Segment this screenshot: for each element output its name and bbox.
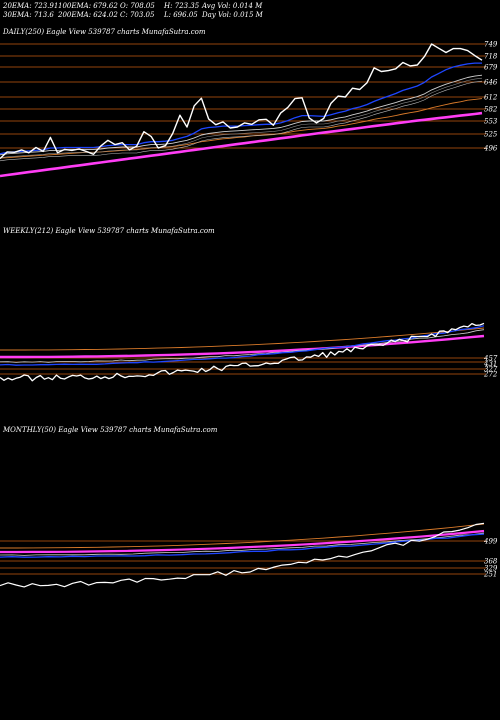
daily-tick-label: 582 <box>484 106 498 114</box>
weekly-panel-title: WEEKLY(212) Eagle View 539787 charts Mun… <box>3 227 215 235</box>
monthly-ema200-line <box>0 529 485 554</box>
daily-ema20-line <box>0 62 482 155</box>
weekly-price-line <box>0 322 485 382</box>
ema200-value: 200EMA: 624.02 <box>58 11 118 19</box>
daily-price-line <box>0 43 483 160</box>
daily-tick-label: 718 <box>484 53 498 61</box>
daily-tick-label: 679 <box>484 64 498 72</box>
day-vol-value: Day Vol: 0.015 M <box>202 11 263 19</box>
daily-tick-label: 749 <box>484 41 498 49</box>
weekly-tick-label: 327 <box>484 366 498 374</box>
daily-tick-label: 525 <box>484 131 498 139</box>
monthly-tick-label: 251 <box>483 571 497 579</box>
daily-panel-title: DAILY(250) Eagle View 539787 charts Muna… <box>3 28 206 36</box>
weekly-ema20-line <box>0 325 485 366</box>
daily-ema200-line <box>0 111 483 178</box>
daily-tick-label: 553 <box>484 118 498 126</box>
daily-ema30-band-line <box>0 80 483 162</box>
monthly-tick-label: 499 <box>483 538 498 546</box>
monthly-ema20-line <box>0 533 485 558</box>
monthly-tick-label: 368 <box>484 558 498 566</box>
daily-ema30-band-line <box>0 77 483 159</box>
monthly-ema100-line <box>0 523 485 549</box>
high-value: H: 723.35 <box>164 2 200 10</box>
open-value: O: 708.05 <box>120 2 155 10</box>
monthly-price-line <box>0 522 485 588</box>
daily-tick-label: 612 <box>484 94 498 102</box>
daily-ema100-line <box>0 98 483 159</box>
weekly-ema200-line <box>0 334 485 359</box>
weekly-tick-label: 457 <box>483 355 498 363</box>
avg-vol-value: Avg Vol: 0.014 M <box>202 2 263 10</box>
weekly-tick-label: 272 <box>483 371 498 379</box>
weekly-ema100-line <box>0 327 485 351</box>
low-value: L: 696.05 <box>164 11 198 19</box>
ema20-value: 20EMA: 723.91 <box>3 2 59 10</box>
ema100-value: 100EMA: 679.62 <box>58 2 118 10</box>
daily-tick-label: 496 <box>483 145 498 153</box>
monthly-ema30-line <box>0 532 485 556</box>
ema30-value: 30EMA: 713.6 <box>3 11 54 19</box>
close-value: C: 703.05 <box>120 11 155 19</box>
weekly-tick-label: 431 <box>483 360 497 368</box>
monthly-panel-title: MONTHLY(50) Eagle View 539787 charts Mun… <box>3 426 218 434</box>
monthly-tick-label: 329 <box>484 565 498 573</box>
daily-tick-label: 646 <box>484 79 498 87</box>
